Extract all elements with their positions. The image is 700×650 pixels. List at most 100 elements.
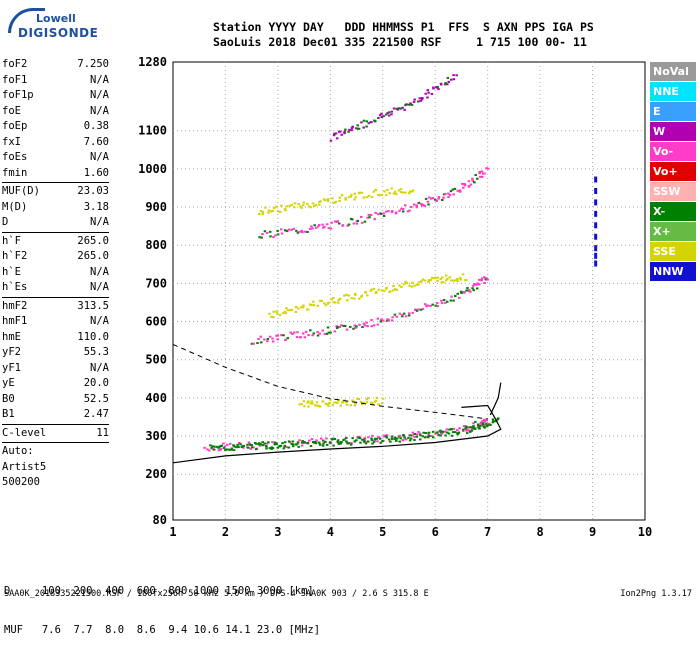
param-value: N/A bbox=[90, 281, 109, 293]
echo-point bbox=[458, 189, 462, 192]
echo-point bbox=[397, 107, 401, 110]
echo-point bbox=[481, 419, 484, 422]
param-value: N/A bbox=[90, 104, 109, 117]
echo-point bbox=[460, 291, 463, 294]
echo-point bbox=[362, 126, 365, 129]
echo-point bbox=[361, 326, 364, 329]
echo-point bbox=[317, 404, 320, 407]
echo-point bbox=[476, 424, 480, 427]
echo-point bbox=[302, 332, 305, 335]
echo-point bbox=[372, 190, 375, 193]
echo-point bbox=[405, 282, 409, 285]
echo-point bbox=[370, 196, 374, 199]
echo-point bbox=[382, 319, 385, 322]
echo-point bbox=[347, 196, 351, 199]
echo-point bbox=[327, 227, 331, 230]
echo-point bbox=[219, 448, 223, 451]
echo-point bbox=[372, 288, 376, 291]
echo-point bbox=[440, 198, 444, 201]
echo-point bbox=[343, 325, 347, 328]
echo-point bbox=[366, 397, 370, 400]
echo-point bbox=[390, 187, 393, 190]
digisonde-logo: Lowell DIGISONDE bbox=[4, 6, 98, 42]
echo-point bbox=[312, 304, 316, 307]
model-curve-dashed bbox=[172, 343, 488, 420]
echo-point bbox=[359, 400, 363, 403]
echo-point bbox=[451, 431, 455, 434]
param-name: foF1 bbox=[2, 73, 28, 86]
echo-point bbox=[370, 325, 374, 328]
echo-point bbox=[427, 280, 430, 283]
echo-point bbox=[253, 441, 257, 444]
echo-point bbox=[394, 212, 398, 215]
echo-point bbox=[445, 428, 449, 431]
echo-point bbox=[276, 229, 279, 232]
echo-point bbox=[280, 204, 283, 207]
echo-point bbox=[450, 434, 454, 437]
echo-point bbox=[373, 400, 377, 403]
echo-point bbox=[321, 223, 324, 226]
header-row1: Station YYYY DAY DDD HHMMSS P1 FFS S AXN… bbox=[213, 20, 594, 34]
echo-point bbox=[366, 294, 369, 297]
echo-point bbox=[331, 296, 335, 299]
echo-point bbox=[366, 440, 370, 443]
legend: NoVal NNE E W Vo- Vo+ SSW X- X+ SSE NNW bbox=[650, 62, 696, 282]
echo-point bbox=[370, 121, 373, 124]
echo-point bbox=[280, 334, 283, 337]
echo-point bbox=[421, 435, 425, 438]
echo-point bbox=[440, 281, 444, 284]
echo-point bbox=[378, 114, 382, 117]
echo-point bbox=[421, 307, 425, 310]
legend-item-e: E bbox=[650, 102, 696, 121]
echo-point bbox=[282, 334, 285, 337]
echo-point bbox=[268, 335, 272, 338]
echo-point bbox=[300, 441, 304, 444]
echo-point bbox=[311, 402, 314, 405]
echo-point bbox=[462, 291, 466, 294]
legend-item-nnw: NNW bbox=[650, 262, 696, 281]
echo-point bbox=[444, 274, 448, 277]
echo-point bbox=[375, 290, 378, 293]
echo-point bbox=[439, 429, 442, 432]
x-tick-label: 8 bbox=[536, 525, 543, 539]
echo-point bbox=[354, 402, 357, 405]
echo-point bbox=[370, 439, 374, 442]
echo-point bbox=[273, 443, 276, 446]
nnw-point bbox=[594, 260, 598, 267]
echo-point bbox=[389, 290, 392, 293]
param-name: foE bbox=[2, 104, 21, 117]
echo-point bbox=[427, 279, 431, 282]
param-separator bbox=[2, 423, 109, 425]
echo-point bbox=[481, 423, 485, 426]
echo-point bbox=[439, 434, 442, 437]
echo-point bbox=[447, 192, 450, 195]
echo-point bbox=[379, 320, 383, 323]
echo-point bbox=[316, 304, 320, 307]
echo-point bbox=[264, 206, 267, 209]
echo-point bbox=[402, 312, 406, 315]
echo-point bbox=[257, 443, 260, 446]
echo-point bbox=[362, 196, 365, 199]
echo-point bbox=[439, 82, 443, 85]
echo-point bbox=[302, 201, 305, 204]
echo-point bbox=[477, 278, 481, 281]
model-curve-upper bbox=[489, 382, 502, 416]
echo-point bbox=[311, 202, 315, 205]
echo-point bbox=[398, 312, 402, 315]
echo-point bbox=[431, 436, 435, 439]
echo-point bbox=[411, 189, 415, 192]
echo-point bbox=[325, 223, 329, 226]
echo-point bbox=[261, 444, 265, 447]
echo-point bbox=[456, 279, 459, 282]
echo-point bbox=[466, 432, 469, 435]
echo-point bbox=[306, 202, 309, 205]
echo-point bbox=[298, 439, 301, 442]
x-tick-label: 4 bbox=[327, 525, 334, 539]
echo-point bbox=[485, 422, 488, 425]
echo-point bbox=[408, 190, 412, 193]
echo-point bbox=[395, 315, 399, 318]
param-row: h`F 265.0 bbox=[2, 234, 109, 250]
echo-point bbox=[299, 336, 302, 339]
echo-point bbox=[442, 299, 446, 302]
echo-point bbox=[247, 441, 251, 444]
